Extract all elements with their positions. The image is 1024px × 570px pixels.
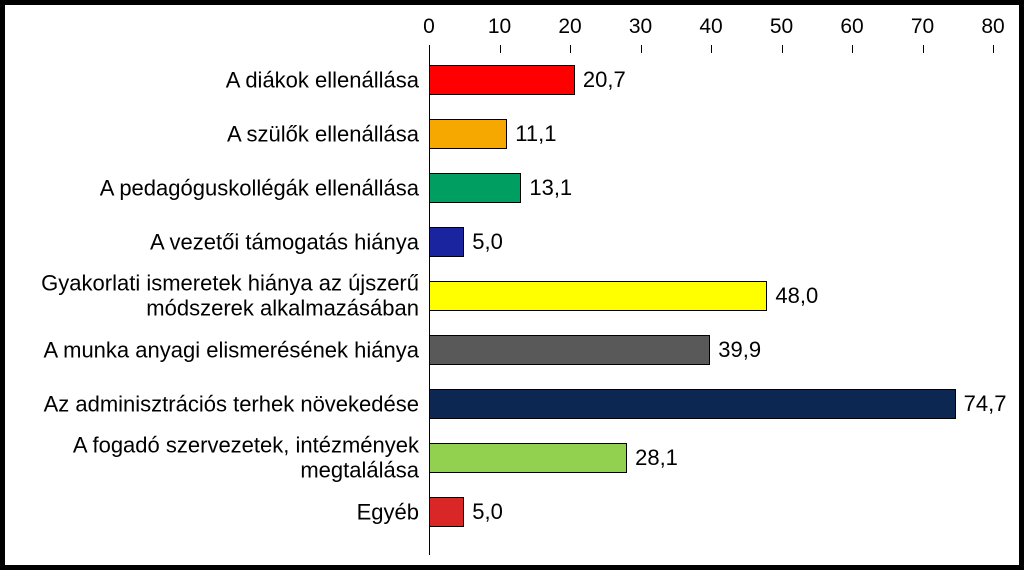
plot-area: 01020304050607080 20,711,113,15,048,039,… xyxy=(429,15,993,555)
bar-value-label: 5,0 xyxy=(472,229,503,255)
bar xyxy=(429,281,767,311)
x-tick-mark xyxy=(923,45,924,53)
x-tick-label: 50 xyxy=(762,15,802,39)
bar xyxy=(429,389,956,419)
x-tick-mark xyxy=(782,45,783,53)
bar-value-label: 5,0 xyxy=(472,499,503,525)
category-label: Az adminisztrációs terhek növekedése xyxy=(17,391,419,416)
bar xyxy=(429,65,575,95)
bar-value-label: 48,0 xyxy=(775,283,818,309)
bar-row: 5,0 xyxy=(429,227,993,257)
bar-value-label: 28,1 xyxy=(635,445,678,471)
bar-row: 74,7 xyxy=(429,389,993,419)
x-tick-label: 20 xyxy=(550,15,590,39)
x-tick-mark xyxy=(641,45,642,53)
bar-value-label: 13,1 xyxy=(529,175,572,201)
x-tick-label: 40 xyxy=(691,15,731,39)
x-tick-label: 10 xyxy=(480,15,520,39)
bar-value-label: 74,7 xyxy=(964,391,1007,417)
bar-row: 13,1 xyxy=(429,173,993,203)
bar xyxy=(429,227,464,257)
bar-row: 48,0 xyxy=(429,281,993,311)
bar xyxy=(429,443,627,473)
category-label: Gyakorlati ismeretek hiánya az újszerű m… xyxy=(17,271,419,322)
category-label: Egyéb xyxy=(17,499,419,524)
bar xyxy=(429,497,464,527)
x-tick-mark xyxy=(993,45,994,53)
bar-row: 39,9 xyxy=(429,335,993,365)
x-tick-mark xyxy=(711,45,712,53)
bar xyxy=(429,119,507,149)
x-tick-label: 80 xyxy=(973,15,1013,39)
bar-row: 20,7 xyxy=(429,65,993,95)
x-tick-label: 0 xyxy=(409,15,449,39)
bar-value-label: 39,9 xyxy=(718,337,761,363)
bar-row: 11,1 xyxy=(429,119,993,149)
category-label: A diákok ellenállása xyxy=(17,67,419,92)
bar-value-label: 20,7 xyxy=(583,67,626,93)
bar-value-label: 11,1 xyxy=(515,121,556,147)
category-label: A fogadó szervezetek, intézmények megtal… xyxy=(17,433,419,484)
category-label: A vezetői támogatás hiánya xyxy=(17,229,419,254)
category-labels: A diákok ellenállása A szülők ellenállása… xyxy=(17,65,419,555)
bars-container: 20,7 11,1 13,1 5,0 48,0 39,9 74,7 28,1 5,0 xyxy=(429,65,993,555)
x-tick-label: 30 xyxy=(621,15,661,39)
bar xyxy=(429,335,710,365)
bar xyxy=(429,173,521,203)
x-tick-label: 70 xyxy=(903,15,943,39)
category-label: A munka anyagi elismerésének hiánya xyxy=(17,337,419,362)
x-tick-mark xyxy=(500,45,501,53)
bar-row: 5,0 xyxy=(429,497,993,527)
category-label: A szülők ellenállása xyxy=(17,121,419,146)
x-tick-label: 60 xyxy=(832,15,872,39)
chart-frame: A diákok ellenállása A szülők ellenállása… xyxy=(0,0,1024,570)
bar-row: 28,1 xyxy=(429,443,993,473)
x-tick-mark xyxy=(570,45,571,53)
category-label: A pedagóguskollégák ellenállása xyxy=(17,175,419,200)
x-tick-mark xyxy=(852,45,853,53)
